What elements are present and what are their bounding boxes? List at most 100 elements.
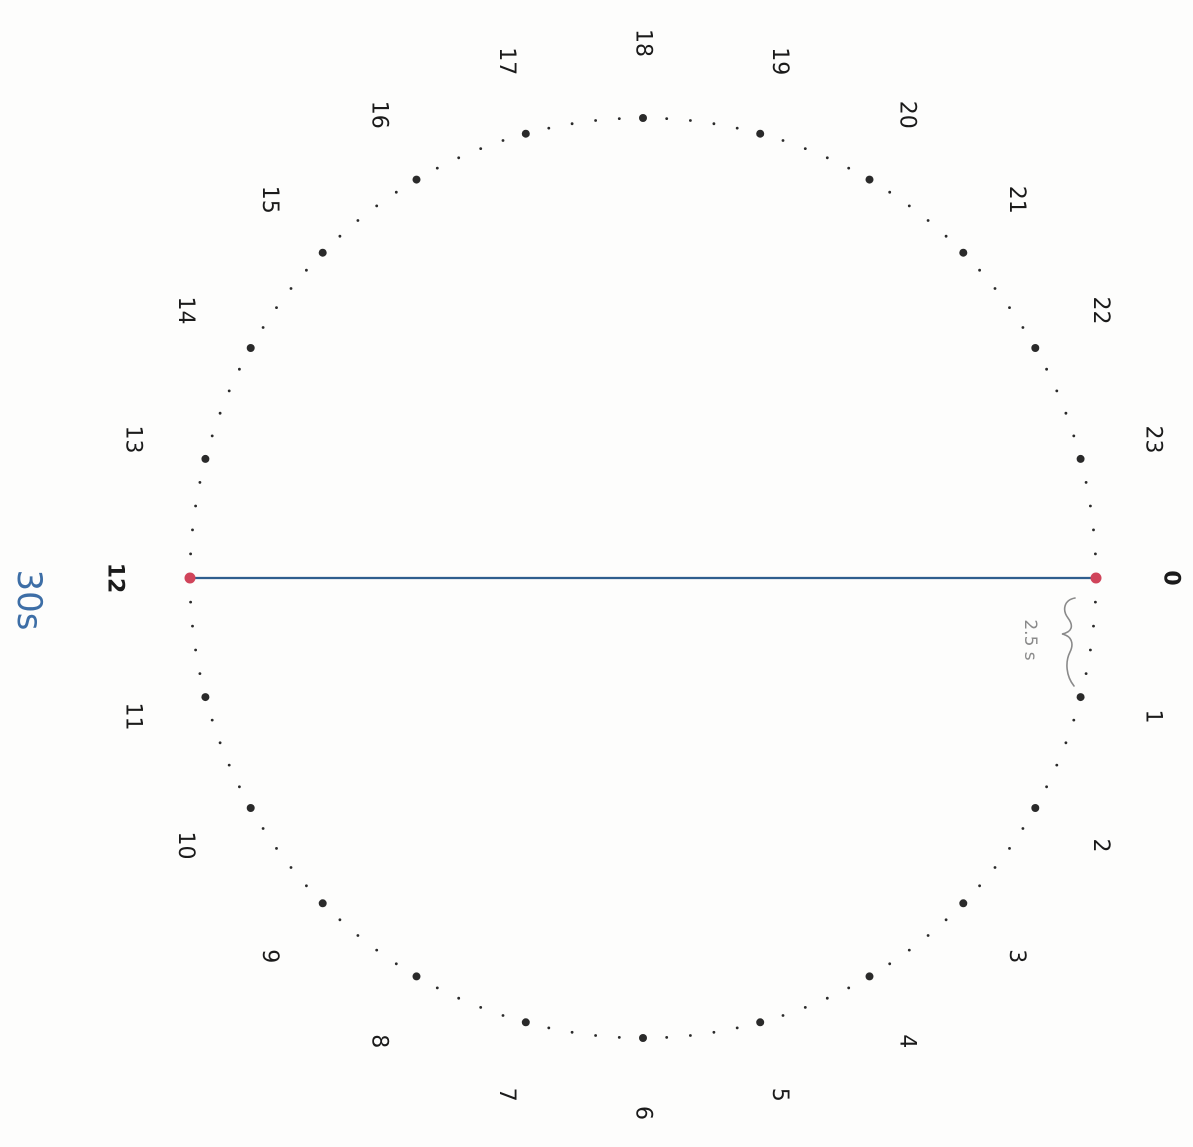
major-dot-2 [1031,804,1040,812]
position-label-1: 1 [1141,710,1166,724]
minor-dot [1055,763,1059,767]
minor-dot [210,434,214,438]
minor-dot [305,884,308,888]
minor-dot [665,117,669,120]
minor-dot [570,122,574,126]
minor-dot [275,306,278,309]
minor-dot [1045,785,1048,789]
major-dot-10 [246,804,255,812]
major-dot-4 [865,972,874,981]
position-label-23: 23 [1141,426,1166,454]
minor-dot [926,219,930,222]
position-label-20: 20 [895,101,920,129]
major-dot-3 [959,899,968,908]
position-label-10: 10 [173,832,198,860]
position-label-5: 5 [767,1088,792,1102]
major-dot-8 [412,972,421,981]
major-dot-16 [412,175,421,184]
position-label-22: 22 [1088,297,1113,325]
major-dot-17 [521,129,530,138]
minor-dot [907,948,911,952]
minor-dot [210,718,214,722]
position-label-19: 19 [767,47,792,75]
major-dot-19 [756,129,765,138]
minor-dot [305,268,308,272]
minor-dot [457,996,461,1000]
minor-dot [803,147,807,151]
minor-dot [1089,504,1092,508]
minor-dot [570,1030,574,1034]
minor-dot [1092,624,1095,628]
minor-dot [189,552,193,556]
minor-dot [191,528,194,532]
minor-dot [888,190,892,194]
position-label-12: 12 [103,563,128,594]
gap-brace [1061,597,1076,687]
position-label-11: 11 [121,703,146,731]
minor-dot [712,122,716,126]
major-dot-15 [318,248,327,257]
minor-dot [1094,600,1097,604]
minor-dot [394,190,398,194]
position-label-18: 18 [631,29,656,57]
minor-dot [547,1026,551,1030]
major-dot-9 [318,899,327,908]
minor-dot [1045,367,1048,371]
major-dot-22 [1031,344,1040,352]
minor-dot [394,962,398,966]
minor-dot [978,884,981,888]
minor-dot [847,986,851,990]
minor-dot [781,139,785,142]
minor-dot [1094,552,1097,556]
minor-dot [1064,411,1068,415]
gap-label: 2.5 s [1020,619,1040,660]
major-dot-5 [756,1018,765,1027]
position-label-17: 17 [494,47,519,75]
minor-dot [1084,481,1088,484]
major-dots [184,114,1102,1042]
minor-dot [926,934,930,937]
minor-dot [944,234,948,238]
minor-dot [735,126,739,130]
major-dot-13 [201,454,210,463]
minor-dot [457,156,461,160]
minor-dot [825,156,829,160]
minor-dot [803,1006,807,1009]
position-label-3: 3 [1004,949,1029,963]
major-dot-23 [1076,454,1085,463]
minor-dot [907,204,911,208]
minor-dot [218,741,222,745]
major-dot-21 [959,248,968,257]
minor-dot [1072,718,1076,722]
minor-dot [1008,306,1011,309]
minor-dot [665,1036,669,1039]
position-label-0: 0 [1159,570,1184,585]
total-duration-label: 30s [9,570,49,631]
minor-dot [198,481,202,484]
minor-dot [1092,528,1095,532]
minor-dot [261,326,265,329]
minor-dot [1072,434,1076,438]
minor-dot [479,1006,483,1009]
minor-dot [261,827,265,830]
major-dot-7 [521,1018,530,1027]
minor-dot [1008,847,1011,850]
minor-dots [189,117,1097,1039]
position-label-16: 16 [367,101,392,129]
minor-dot [338,918,342,922]
minor-dot [978,268,981,272]
minor-dot [189,600,193,604]
minor-dot [993,287,997,290]
minor-dot [781,1014,785,1017]
position-label-2: 2 [1088,839,1113,853]
minor-dot [289,287,293,290]
position-label-7: 7 [494,1088,519,1102]
minor-dot [1021,827,1025,830]
minor-dot [1055,389,1059,393]
major-dot-18 [639,114,647,122]
major-dot-14 [246,344,255,352]
position-label-15: 15 [257,186,282,214]
minor-dot [191,624,194,628]
